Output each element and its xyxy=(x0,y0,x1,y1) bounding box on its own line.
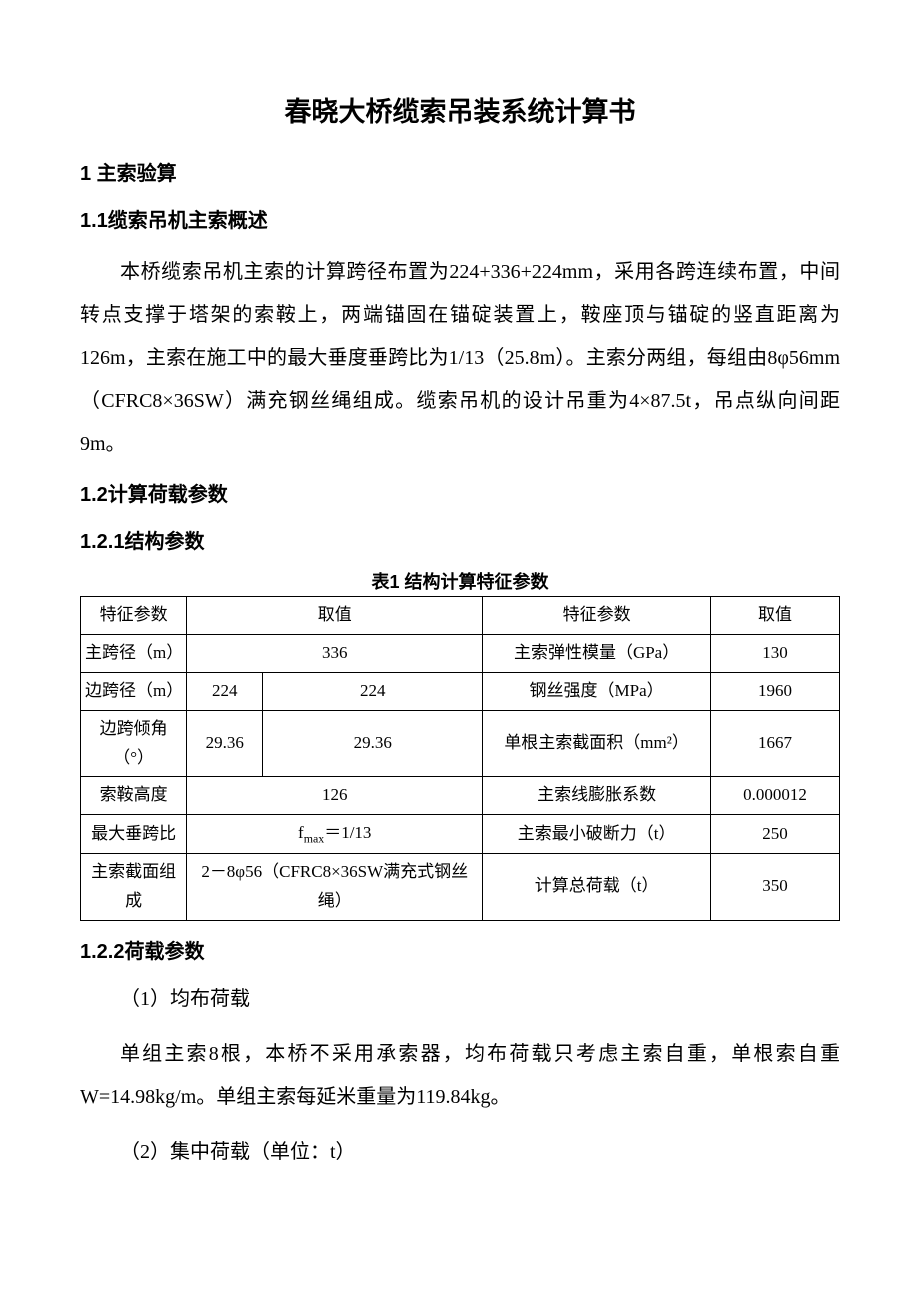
table-cell: 1667 xyxy=(710,710,839,777)
table-cell: 主索最小破断力（t） xyxy=(483,815,711,854)
table-cell: 1960 xyxy=(710,672,839,710)
heading-1-2-1: 1.2.1结构参数 xyxy=(80,525,840,554)
heading-1: 1 主索验算 xyxy=(80,157,840,186)
table-cell: 主跨径（m） xyxy=(81,634,187,672)
paragraph-load-1-label: （1）均布荷载 xyxy=(80,978,840,1021)
heading-1-2: 1.2计算荷载参数 xyxy=(80,478,840,507)
table-header-cell: 取值 xyxy=(187,597,483,635)
table-cell: 350 xyxy=(710,853,839,920)
table-row: 边跨径（m）224224钢丝强度（MPa）1960 xyxy=(81,672,840,710)
table-header-cell: 取值 xyxy=(710,597,839,635)
struct-params-table: 特征参数取值特征参数取值主跨径（m）336主索弹性模量（GPa）130边跨径（m… xyxy=(80,596,840,921)
table-header-cell: 特征参数 xyxy=(483,597,711,635)
table-cell: 2－8φ56（CFRC8×36SW满充式钢丝绳） xyxy=(187,853,483,920)
table-cell: 224 xyxy=(187,672,263,710)
table-header-cell: 特征参数 xyxy=(81,597,187,635)
table-row: 最大垂跨比fmax＝1/13主索最小破断力（t）250 xyxy=(81,815,840,854)
table-cell: 29.36 xyxy=(187,710,263,777)
heading-1-2-2: 1.2.2荷载参数 xyxy=(80,935,840,964)
table-cell: 0.000012 xyxy=(710,777,839,815)
table-row: 主索截面组成2－8φ56（CFRC8×36SW满充式钢丝绳）计算总荷载（t）35… xyxy=(81,853,840,920)
paragraph-load-2-label: （2）集中荷载（单位：t） xyxy=(80,1131,840,1174)
table-row: 索鞍高度126主索线膨胀系数0.000012 xyxy=(81,777,840,815)
table-cell: 计算总荷载（t） xyxy=(483,853,711,920)
table-cell: 130 xyxy=(710,634,839,672)
table-cell: 主索线膨胀系数 xyxy=(483,777,711,815)
table-cell: 250 xyxy=(710,815,839,854)
paragraph-overview: 本桥缆索吊机主索的计算跨径布置为224+336+224mm，采用各跨连续布置，中… xyxy=(80,251,840,466)
table-cell: 224 xyxy=(263,672,483,710)
table-cell: 29.36 xyxy=(263,710,483,777)
table-cell: 主索截面组成 xyxy=(81,853,187,920)
table-row: 主跨径（m）336主索弹性模量（GPa）130 xyxy=(81,634,840,672)
table-cell: 单根主索截面积（mm²） xyxy=(483,710,711,777)
table-row: 边跨倾角（°）29.3629.36单根主索截面积（mm²）1667 xyxy=(81,710,840,777)
table-cell: 主索弹性模量（GPa） xyxy=(483,634,711,672)
table-cell: 边跨径（m） xyxy=(81,672,187,710)
table-caption: 表1 结构计算特征参数 xyxy=(80,568,840,594)
table-cell: 边跨倾角（°） xyxy=(81,710,187,777)
heading-1-1: 1.1缆索吊机主索概述 xyxy=(80,204,840,233)
doc-title: 春晓大桥缆索吊装系统计算书 xyxy=(80,90,840,129)
page: 春晓大桥缆索吊装系统计算书 1 主索验算 1.1缆索吊机主索概述 本桥缆索吊机主… xyxy=(0,0,920,1302)
table-cell: 最大垂跨比 xyxy=(81,815,187,854)
table-cell: 索鞍高度 xyxy=(81,777,187,815)
table-cell: fmax＝1/13 xyxy=(187,815,483,854)
table-cell: 126 xyxy=(187,777,483,815)
table-cell: 钢丝强度（MPa） xyxy=(483,672,711,710)
table-cell: 336 xyxy=(187,634,483,672)
paragraph-load-1-body: 单组主索8根，本桥不采用承索器，均布荷载只考虑主索自重，单根索自重W=14.98… xyxy=(80,1033,840,1119)
